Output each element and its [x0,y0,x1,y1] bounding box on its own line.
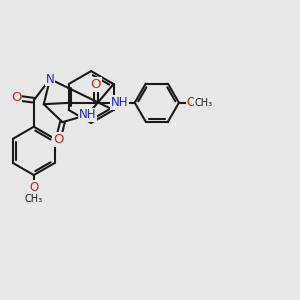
Text: NH: NH [111,96,128,109]
Text: N: N [46,73,54,85]
Text: CH₃: CH₃ [195,98,213,108]
Text: O: O [91,78,101,91]
Text: O: O [11,92,21,104]
Text: NH: NH [79,109,96,122]
Text: CH₃: CH₃ [25,194,43,204]
Text: O: O [29,181,38,194]
Text: O: O [187,96,196,109]
Text: O: O [53,133,64,146]
